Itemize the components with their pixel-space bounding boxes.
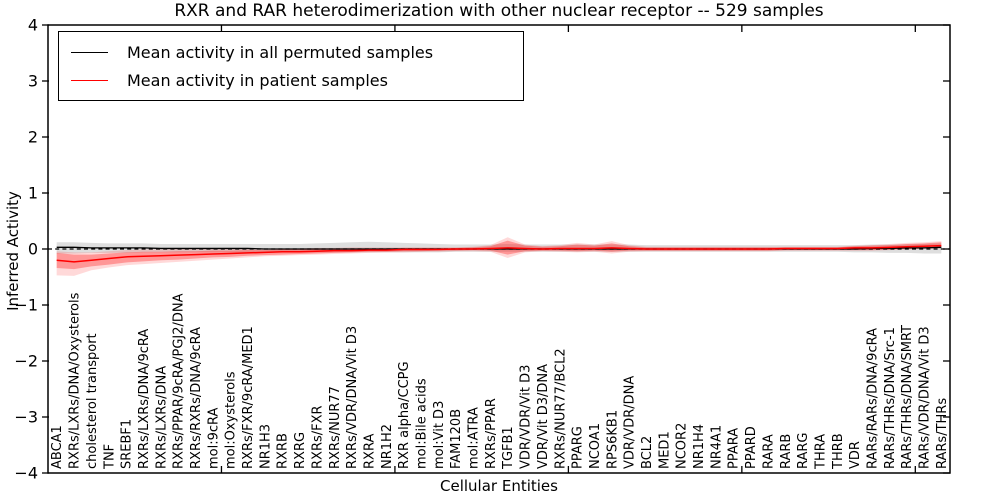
y-tick-label: −1 <box>14 296 38 315</box>
x-category-label: RARs/VDR/DNA/Vit D3 <box>918 326 933 469</box>
x-category-label: mol:Bile acids <box>414 378 429 469</box>
x-category-label: PPARD <box>744 426 759 469</box>
x-category-label: TNF <box>102 444 117 470</box>
x-category-label: RXRs/NUR77/BCL2 <box>553 348 568 469</box>
x-category-label: mol:Oxysterols <box>224 371 239 469</box>
chart-title: RXR and RAR heterodimerization with othe… <box>174 1 824 21</box>
x-category-label: PPARG <box>571 426 586 469</box>
x-axis-label: Cellular Entities <box>440 477 558 495</box>
x-category-label: THRA <box>813 434 828 470</box>
x-category-label: NR1H2 <box>380 424 395 469</box>
x-category-label: VDR/VDR/Vit D3 <box>519 365 534 469</box>
x-category-label: RARs/THRs/DNA/Src-1 <box>883 327 898 469</box>
legend-item-patient: Mean activity in patient samples <box>71 66 517 94</box>
x-category-label: MED1 <box>657 431 672 469</box>
x-category-label: RARB <box>779 434 794 469</box>
patient-inner-confidence-band <box>56 240 942 270</box>
legend-label: Mean activity in all permuted samples <box>127 42 434 62</box>
x-category-label: RARs/THRs/DNA/SMRT <box>900 325 915 469</box>
legend-line-swatch-red <box>71 79 108 81</box>
x-category-label: RXRG <box>293 432 308 469</box>
x-category-label: RXRs/NUR77 <box>328 386 343 469</box>
x-category-label: RXRs/PPAR <box>484 398 499 469</box>
patient-outer-confidence-band <box>56 237 942 276</box>
x-category-label: NCOA1 <box>588 423 603 469</box>
x-category-label: NCOR2 <box>675 423 690 469</box>
legend-line-swatch-black <box>71 51 108 53</box>
legend-label: Mean activity in patient samples <box>127 70 388 90</box>
x-category-label: RXRs/VDR/DNA/Vit D3 <box>345 326 360 469</box>
patient-mean-line <box>56 244 942 263</box>
x-category-label: RXRs/LXRs/DNA/9cRA <box>137 329 152 469</box>
x-category-label: RXRs/FXR <box>310 405 325 469</box>
x-category-label: THRB <box>831 433 846 470</box>
y-tick-label: −4 <box>14 464 38 483</box>
x-category-label: VDR/Vit D3/DNA <box>536 364 551 469</box>
x-category-label: FAM120B <box>449 409 464 469</box>
y-tick-label: −3 <box>14 408 38 427</box>
y-tick-label: 3 <box>28 72 38 91</box>
legend: Mean activity in all permuted samples Me… <box>58 31 524 101</box>
x-category-label: RXRs/PPAR/9cRA/PGJ2/DNA <box>172 293 187 469</box>
legend-item-permuted: Mean activity in all permuted samples <box>71 38 517 66</box>
x-category-label: SREBF1 <box>120 419 135 469</box>
x-category-label: RARs/THRs <box>935 398 950 469</box>
x-category-label: RXRs/LXRs/DNA/Oxysterols <box>68 292 83 469</box>
x-category-label: RARA <box>761 434 776 469</box>
y-tick-label: 1 <box>28 184 38 203</box>
x-category-label: NR1H3 <box>258 424 273 469</box>
x-category-label: VDR <box>848 441 863 469</box>
x-category-label: mol:Vit D3 <box>432 401 447 469</box>
x-category-label: RXR alpha/CCPG <box>397 361 412 469</box>
x-category-label: RARs/RARs/DNA/9cRA <box>865 328 880 469</box>
x-category-label: RXRB <box>276 433 291 469</box>
y-tick-label: 0 <box>28 240 38 259</box>
x-category-label: RXRs/RXRs/DNA/9cRA <box>189 327 204 469</box>
x-category-label: mol:9cRA <box>206 407 221 469</box>
y-tick-label: 2 <box>28 128 38 147</box>
x-category-label: NR1H4 <box>692 424 707 469</box>
y-tick-label: −2 <box>14 352 38 371</box>
x-category-label: RARG <box>796 432 811 469</box>
x-category-label: RXRs/FXR/9cRA/MED1 <box>241 326 256 469</box>
y-axis-label: Inferred Activity <box>4 191 22 311</box>
x-category-label: cholesterol transport <box>85 333 100 469</box>
x-category-label: PPARA <box>727 428 742 469</box>
y-tick-label: 4 <box>28 16 38 35</box>
x-category-label: RXRA <box>362 434 377 469</box>
x-category-label: VDR/VDR/DNA <box>623 376 638 469</box>
x-category-label: RXRs/LXRs/DNA <box>154 366 169 469</box>
x-category-label: mol:ATRA <box>467 407 482 469</box>
x-category-label: RPS6KB1 <box>605 410 620 469</box>
x-category-label: TGFB1 <box>501 426 516 470</box>
x-category-label: NR4A1 <box>709 425 724 469</box>
x-category-label: BCL2 <box>640 436 655 469</box>
x-category-label: ABCA1 <box>50 425 65 469</box>
